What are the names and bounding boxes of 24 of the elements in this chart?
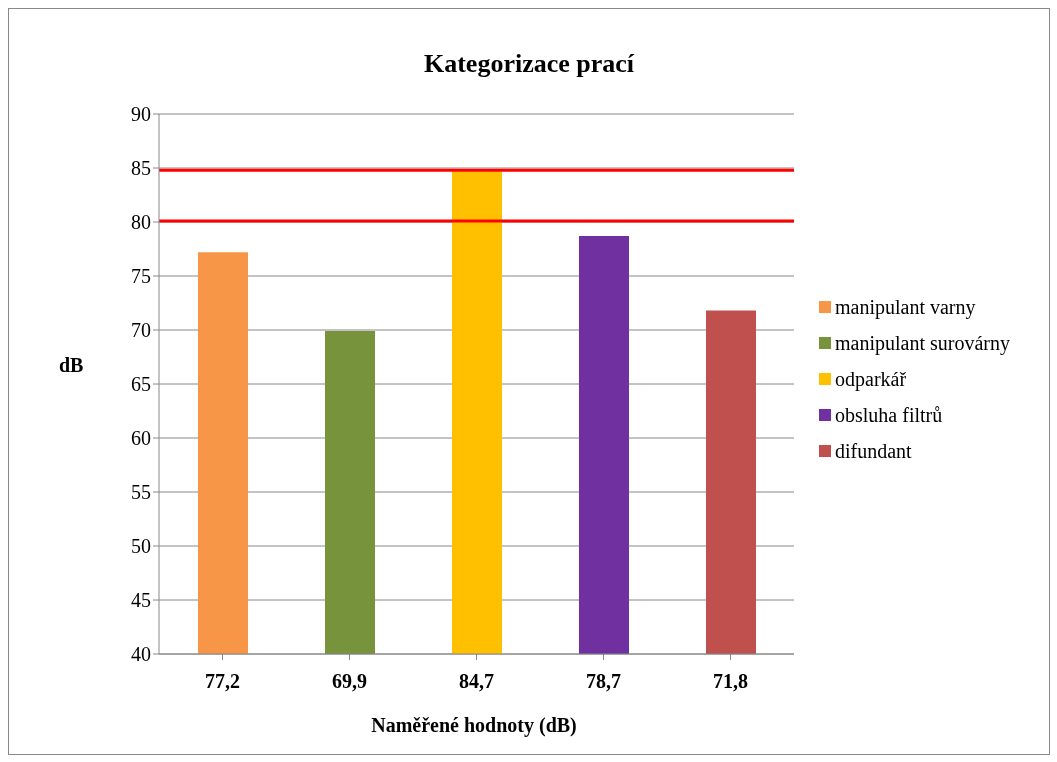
y-tick-label: 60 xyxy=(131,427,151,450)
legend-label: obsluha filtrů xyxy=(835,403,943,427)
legend-label: odparkář xyxy=(835,367,907,391)
y-axis-title: dB xyxy=(59,354,84,377)
legend-label: manipulant varny xyxy=(835,295,976,319)
legend-label: difundant xyxy=(835,439,912,463)
y-tick-label: 70 xyxy=(131,319,151,342)
x-tick-label: 84,7 xyxy=(459,670,494,693)
x-axis-title: Naměřené hodnoty (dB) xyxy=(370,714,578,737)
y-tick-label: 85 xyxy=(131,157,151,180)
y-tick-label: 50 xyxy=(131,535,151,558)
y-tick-label: 55 xyxy=(131,481,151,504)
y-tick-label: 90 xyxy=(131,103,151,126)
y-tick-label: 45 xyxy=(131,589,151,612)
chart-title: Kategorizace prací xyxy=(422,49,636,79)
legend-label: manipulant surovárny xyxy=(835,331,1010,355)
y-tick-label: 75 xyxy=(131,265,151,288)
x-tick-label: 77,2 xyxy=(205,670,240,693)
x-tick-label: 78,7 xyxy=(586,670,621,693)
y-tick-label: 65 xyxy=(131,373,151,396)
y-tick-label: 80 xyxy=(131,211,151,234)
x-tick-label: 69,9 xyxy=(332,670,367,693)
y-tick-label: 40 xyxy=(131,643,151,666)
x-tick-label: 71,8 xyxy=(713,670,748,693)
